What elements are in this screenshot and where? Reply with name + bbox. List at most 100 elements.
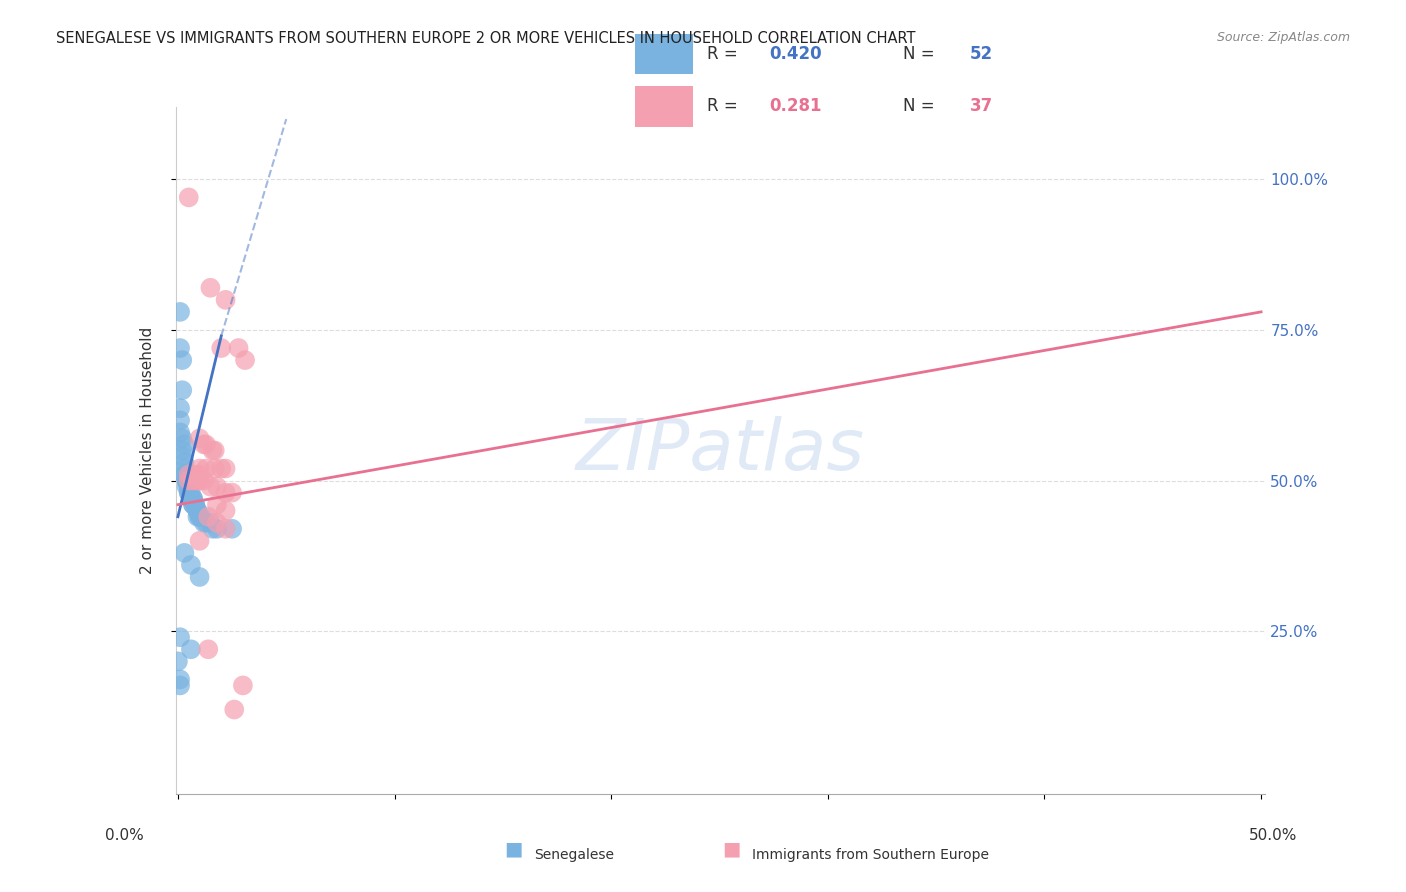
Point [181,491,204,506]
Point [167,654,190,668]
Point [177,485,200,500]
Text: 37: 37 [970,97,993,115]
Point [186,509,208,524]
Point [197,509,219,524]
Point [221,522,243,536]
Point [180,491,202,506]
Point [173,437,195,451]
Point [205,498,228,512]
Point [184,498,207,512]
Point [214,461,236,475]
Text: Immigrants from Southern Europe: Immigrants from Southern Europe [752,847,990,862]
Point [193,437,215,451]
Point [205,522,228,536]
Point [186,504,208,518]
Point [214,504,236,518]
Point [186,504,208,518]
Point [209,341,232,355]
Point [173,456,195,470]
Point [188,474,211,488]
Point [186,474,208,488]
Point [169,630,191,644]
Point [232,678,254,692]
Point [177,480,200,494]
Point [180,491,202,506]
Point [193,516,215,530]
Point [200,516,222,530]
Point [188,509,211,524]
Point [188,461,211,475]
Point [172,383,194,397]
Point [169,341,191,355]
Point [201,443,224,458]
Point [172,450,194,464]
Point [209,461,232,475]
Point [172,353,194,368]
Point [195,516,218,530]
Point [228,341,250,355]
Text: Senegalese: Senegalese [534,847,614,862]
Point [173,461,195,475]
Point [188,431,211,445]
Point [177,474,200,488]
Point [224,702,246,716]
Point [169,413,191,427]
Point [197,642,219,657]
Point [177,485,200,500]
Point [176,474,198,488]
Y-axis label: 2 or more Vehicles in Household: 2 or more Vehicles in Household [141,326,155,574]
Point [200,281,222,295]
Point [221,485,243,500]
Point [184,498,207,512]
Text: N =: N = [903,45,939,62]
Point [195,461,218,475]
Point [176,474,198,488]
Point [193,474,215,488]
Point [214,485,236,500]
Text: 0.420: 0.420 [769,45,821,62]
Bar [636,34,693,75]
Point [188,570,211,584]
Point [169,401,191,416]
Point [201,522,224,536]
Text: 52: 52 [970,45,993,62]
Text: R =: R = [707,97,742,115]
Point [204,461,226,475]
Point [169,305,191,319]
Text: N =: N = [903,97,939,115]
Point [188,533,211,548]
Point [177,467,200,482]
Point [172,443,194,458]
Point [176,474,198,488]
Point [205,480,228,494]
Point [214,293,236,307]
Point [169,678,191,692]
Point [190,509,212,524]
Point [195,437,218,451]
Point [173,467,195,482]
Point [188,467,211,482]
Text: 0.0%: 0.0% [105,829,145,843]
Point [181,498,204,512]
Text: SENEGALESE VS IMMIGRANTS FROM SOUTHERN EUROPE 2 OR MORE VEHICLES IN HOUSEHOLD CO: SENEGALESE VS IMMIGRANTS FROM SOUTHERN E… [56,31,915,46]
Point [169,673,191,687]
Point [177,190,200,204]
Text: R =: R = [707,45,742,62]
Text: ■: ■ [721,839,741,858]
Bar [636,87,693,127]
Point [173,546,195,560]
Point [181,474,204,488]
Point [181,498,204,512]
Text: 50.0%: 50.0% [1250,829,1298,843]
Point [180,558,202,572]
Point [173,467,195,482]
Point [214,522,236,536]
Point [180,485,202,500]
Point [177,480,200,494]
Text: ■: ■ [503,839,523,858]
Point [181,491,204,506]
Text: Source: ZipAtlas.com: Source: ZipAtlas.com [1216,31,1350,45]
Point [184,467,207,482]
Point [205,516,228,530]
Point [200,480,222,494]
